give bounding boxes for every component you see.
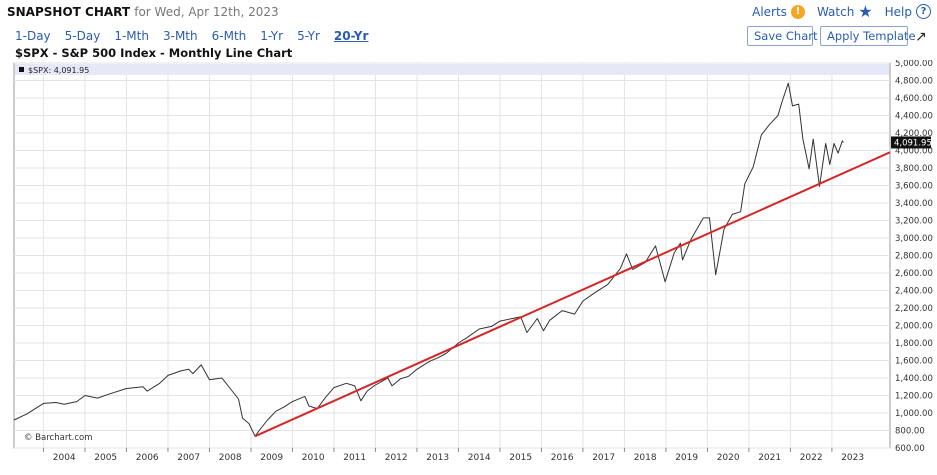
- x-tick-label: 2013: [426, 453, 449, 463]
- title-date: for Wed, Apr 12th, 2023: [134, 5, 279, 19]
- period-1-mth[interactable]: 1-Mth: [114, 29, 149, 43]
- y-tick-label: 800.00: [895, 427, 925, 437]
- y-tick-label: 3,000.00: [895, 234, 933, 244]
- y-tick-label: 4,800.00: [895, 77, 933, 87]
- period-20-yr[interactable]: 20-Yr: [333, 29, 369, 43]
- legend-swatch: [19, 67, 24, 72]
- star-icon[interactable]: ★: [858, 1, 873, 21]
- y-tick-label: 4,000.00: [895, 147, 933, 157]
- chart-title: $SPX - S&P 500 Index - Monthly Line Char…: [15, 46, 293, 60]
- period-3-mth[interactable]: 3-Mth: [162, 29, 198, 43]
- x-tick-label: 2008: [219, 453, 242, 463]
- y-tick-label: 2,000.00: [895, 322, 933, 332]
- period-5-day[interactable]: 5-Day: [64, 29, 101, 43]
- help-link[interactable]: Help: [884, 4, 912, 19]
- x-tick-label: 2017: [592, 453, 615, 463]
- legend-label: $SPX: 4,091.95: [28, 66, 89, 75]
- y-tick-label: 1,400.00: [895, 374, 933, 384]
- y-tick-label: 3,400.00: [895, 199, 933, 209]
- title-text: SNAPSHOT CHART: [7, 5, 131, 19]
- x-tick-label: 2022: [800, 453, 823, 463]
- y-tick-label: 2,200.00: [895, 304, 933, 314]
- trend-line[interactable]: [254, 151, 891, 438]
- alerts-link[interactable]: Alerts: [752, 4, 787, 19]
- last-value-label: 4,091.95: [894, 138, 932, 148]
- y-tick-label: 4,400.00: [895, 112, 933, 122]
- watch-link[interactable]: Watch: [816, 4, 855, 19]
- x-tick-label: 2012: [385, 453, 408, 463]
- x-tick-label: 2021: [758, 453, 781, 463]
- y-tick-label: 2,800.00: [895, 252, 933, 262]
- x-tick-label: 2004: [53, 453, 76, 463]
- snapshot-title: SNAPSHOT CHART for Wed, Apr 12th, 2023: [7, 5, 279, 19]
- y-tick-label: 3,600.00: [895, 182, 933, 192]
- y-tick-label: 3,800.00: [895, 164, 933, 174]
- x-tick-label: 2014: [468, 453, 491, 463]
- y-tick-label: 600.00: [895, 444, 925, 454]
- x-tick-label: 2019: [675, 453, 698, 463]
- x-tick-label: 2015: [509, 453, 532, 463]
- save-chart-button[interactable]: Save Chart: [747, 26, 818, 46]
- help-icon[interactable]: ?: [916, 4, 931, 19]
- x-tick-label: 2005: [94, 453, 117, 463]
- x-tick-label: 2011: [343, 453, 366, 463]
- apply-template-button[interactable]: Apply Template: [820, 26, 916, 46]
- top-bar: SNAPSHOT CHART for Wed, Apr 12th, 2023 A…: [0, 0, 937, 26]
- price-chart[interactable]: 600.00 800.00 1,000.00 1,200.00 1,400.00 1,60…: [0, 60, 937, 475]
- y-tick-label: 1,200.00: [895, 392, 933, 402]
- y-tick-label: 2,600.00: [895, 269, 933, 279]
- legend-band: [15, 64, 889, 75]
- x-tick-label: 2020: [717, 453, 740, 463]
- x-tick-label: 2016: [551, 453, 574, 463]
- y-tick-label: 1,600.00: [895, 357, 933, 367]
- alert-icon[interactable]: !: [790, 4, 805, 19]
- y-tick-label: 2,400.00: [895, 287, 933, 297]
- last-value-tag: [891, 136, 931, 149]
- y-tick-label: 1,000.00: [895, 409, 933, 419]
- period-5-yr[interactable]: 5-Yr: [297, 29, 320, 43]
- watermark-text: © Barchart.com: [24, 433, 93, 443]
- y-tick-label: 3,200.00: [895, 217, 933, 227]
- period-6-mth[interactable]: 6-Mth: [211, 29, 247, 43]
- price-series-line[interactable]: [13, 82, 844, 437]
- expand-icon[interactable]: ↗: [915, 29, 927, 45]
- y-tick-label: 5,000.00: [895, 60, 933, 69]
- x-tick-label: 2009: [260, 453, 283, 463]
- y-tick-label: 4,200.00: [895, 129, 933, 139]
- y-tick-label: 4,600.00: [895, 94, 933, 104]
- x-tick-label: 2006: [136, 453, 159, 463]
- x-tick-label: 2010: [302, 453, 325, 463]
- x-tick-label: 2007: [177, 453, 200, 463]
- period-1-day[interactable]: 1-Day: [15, 29, 51, 43]
- period-1-yr[interactable]: 1-Yr: [260, 29, 284, 43]
- period-selector: 1-Day 5-Day 1-Mth 3-Mth 6-Mth 1-Yr 5-Yr 20-Yr: [15, 29, 382, 43]
- top-links: Alerts ! Watch ★ Help ?: [752, 1, 931, 21]
- y-tick-label: 1,800.00: [895, 339, 933, 349]
- x-tick-label: 2018: [634, 453, 657, 463]
- x-tick-label: 2023: [841, 453, 864, 463]
